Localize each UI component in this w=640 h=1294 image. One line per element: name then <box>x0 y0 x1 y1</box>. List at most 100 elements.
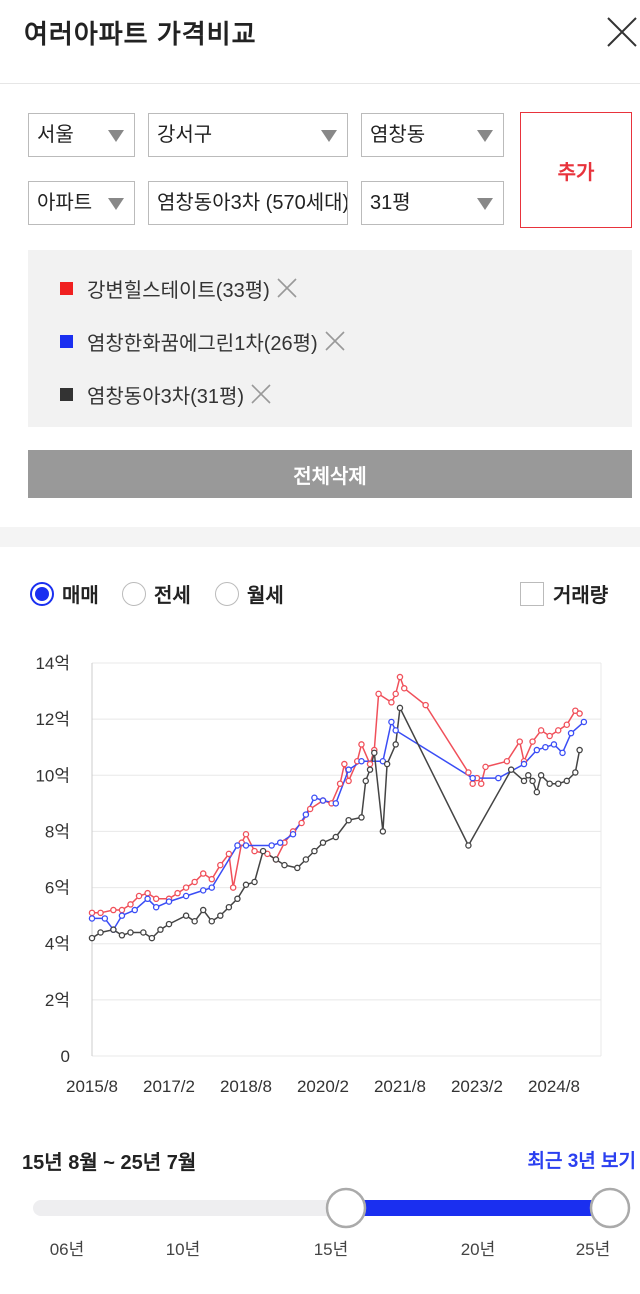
data-point <box>217 861 224 869</box>
data-point <box>238 839 245 846</box>
close-button[interactable] <box>606 16 638 48</box>
data-point <box>396 704 404 712</box>
data-point <box>264 850 271 858</box>
data-point <box>332 800 340 807</box>
radio-sale[interactable]: 매매 <box>30 579 99 608</box>
radio-label: 매매 <box>62 585 99 607</box>
dong-select[interactable]: 염창동 <box>361 113 504 157</box>
chart: 0 2억 4억 6억 8억 10억 12억 14억 2015/8 2017/2 2018/8 2020… <box>35 654 602 1096</box>
data-point <box>208 884 216 891</box>
data-point <box>341 760 348 768</box>
complex-select[interactable]: 염창동아3차 (570세대) <box>148 181 348 225</box>
data-point <box>88 934 96 942</box>
x-tick-label: 2023/2 <box>451 1077 503 1096</box>
data-point <box>559 749 566 757</box>
radio-jeonse[interactable]: 전세 <box>122 579 191 608</box>
city-select[interactable]: 서울 <box>28 113 135 157</box>
data-point <box>469 774 476 782</box>
data-point <box>366 760 374 768</box>
x-tick-label: 2020/2 <box>297 1077 349 1096</box>
data-point <box>388 718 395 726</box>
district-select[interactable]: 강서구 <box>148 113 348 157</box>
data-point <box>289 830 297 838</box>
divider <box>0 83 640 84</box>
data-point <box>319 839 327 846</box>
x-tick-label: 2018/8 <box>220 1077 272 1096</box>
remove-button[interactable] <box>324 330 346 352</box>
y-tick-label: 14억 <box>35 654 70 673</box>
data-point <box>217 912 224 919</box>
data-point <box>366 766 374 773</box>
volume-checkbox[interactable]: 거래량 <box>520 579 608 608</box>
data-point <box>148 934 156 942</box>
data-point <box>191 918 198 925</box>
data-point <box>345 766 352 773</box>
remove-button[interactable] <box>250 383 272 405</box>
data-point <box>242 842 250 849</box>
data-point <box>529 777 536 785</box>
slider-handle[interactable] <box>589 1187 631 1229</box>
data-point <box>469 780 476 787</box>
data-point <box>392 727 399 734</box>
data-point <box>127 901 134 908</box>
data-point <box>302 811 310 818</box>
data-point <box>392 741 399 748</box>
data-point <box>281 861 288 869</box>
data-point <box>537 772 545 779</box>
data-point <box>88 915 96 922</box>
data-point <box>332 833 340 841</box>
data-point <box>88 909 96 917</box>
legend-label: 염창한화꿈에그린1차(26평) <box>87 332 318 355</box>
recent-3y-link[interactable]: 최근 3년 보기 <box>527 1151 636 1172</box>
slider-tick: 06년 <box>49 1240 85 1259</box>
data-point <box>118 932 126 939</box>
data-point <box>251 847 258 855</box>
data-point <box>379 758 387 765</box>
data-point <box>550 741 558 748</box>
data-point <box>199 870 207 877</box>
type-select[interactable]: 아파트 <box>28 181 135 225</box>
data-point <box>503 758 511 765</box>
data-point <box>495 774 502 782</box>
data-point <box>358 758 365 765</box>
data-point <box>554 727 562 734</box>
radio-circle <box>30 581 54 606</box>
x-tick-label: 2015/8 <box>66 1077 118 1096</box>
data-point <box>242 881 250 889</box>
slider-selection <box>346 1200 610 1216</box>
data-point <box>165 920 173 928</box>
data-point <box>576 746 583 754</box>
data-point <box>465 769 472 776</box>
legend-label: 염창동아3차(31평) <box>87 385 245 408</box>
data-point <box>127 929 134 936</box>
data-point <box>546 780 553 787</box>
data-point <box>234 842 241 849</box>
data-point <box>182 884 190 891</box>
data-point <box>182 892 190 900</box>
data-point <box>131 906 139 914</box>
y-tick-label: 4억 <box>45 935 70 954</box>
data-point <box>477 780 485 787</box>
radio-monthly[interactable]: 월세 <box>215 579 284 608</box>
x-tick-label: 2024/8 <box>528 1077 580 1096</box>
data-point <box>251 878 258 886</box>
data-point <box>375 690 382 698</box>
data-point <box>118 906 126 914</box>
data-point <box>298 819 305 827</box>
data-point <box>358 741 365 748</box>
slider-tick: 20년 <box>460 1240 496 1259</box>
data-point <box>345 777 352 785</box>
data-point <box>101 915 109 922</box>
y-tick-label: 0 <box>61 1047 70 1066</box>
size-select[interactable]: 31평 <box>361 181 504 225</box>
data-point <box>152 895 160 903</box>
remove-button[interactable] <box>276 277 298 299</box>
clear-all-button[interactable]: 전체삭제 <box>28 450 632 498</box>
legend-label: 강변힐스테이트(33평) <box>87 279 270 302</box>
add-button[interactable]: 추가 <box>520 112 632 228</box>
selected-item: 염창한화꿈에그린1차(26평) <box>60 326 346 356</box>
slider-handle[interactable] <box>325 1187 367 1229</box>
data-point <box>268 842 275 849</box>
dropdown-arrow <box>108 130 124 142</box>
data-point <box>422 701 429 709</box>
